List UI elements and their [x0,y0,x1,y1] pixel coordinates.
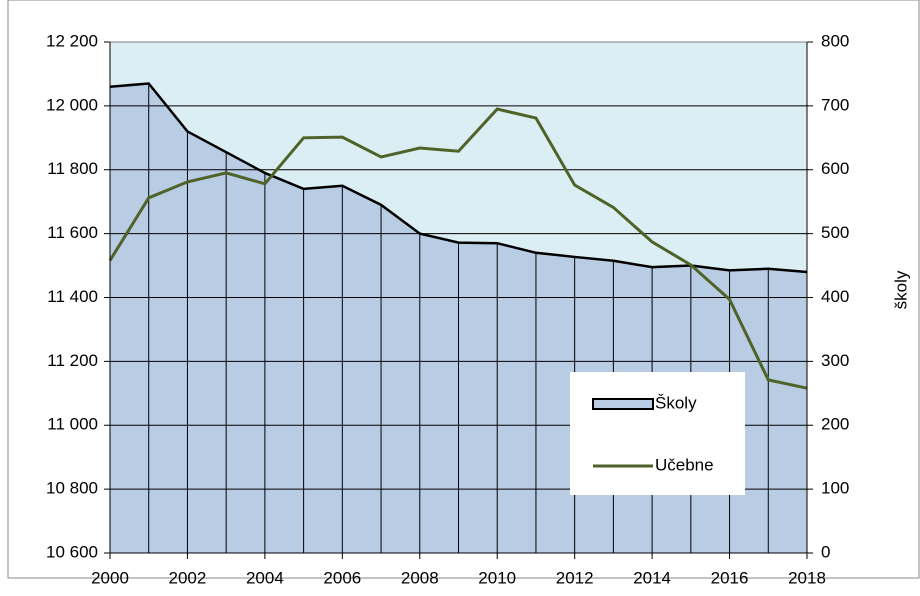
x-tick-label: 2006 [323,568,361,587]
x-tick-label: 2012 [556,568,594,587]
legend-box [570,372,745,495]
x-tick-label: 2002 [169,568,207,587]
line [108,107,808,390]
x-tick-label: 2014 [633,568,671,587]
y2-tick-label: 300 [821,351,849,370]
y-tick-label: 11 400 [47,287,98,306]
y-tick-label: 12 000 [46,95,98,114]
y2-tick-label: 700 [821,95,849,114]
x-tick-label: 2018 [788,568,826,587]
legend: Školy Učebne [570,372,745,495]
x-tick-label: 2000 [91,568,129,587]
x-tick-label: 2004 [246,568,284,587]
legend-label: Školy [655,393,697,412]
y2-tick-label: 500 [821,223,849,242]
y-tick-label: 12 200 [46,31,98,50]
legend-swatch [592,398,654,410]
y-tick-label: 11 600 [47,223,98,242]
y2-tick-label: 0 [821,542,830,561]
y-tick-label: 10 800 [46,479,98,498]
y-tick-label: 11 200 [47,351,98,370]
x-tick-label: 2008 [401,568,439,587]
x-tick-label: 2010 [478,568,516,587]
y2-tick-label: 400 [821,287,849,306]
y-tick-label: 11 000 [47,415,98,434]
y2-axis-label: školy [891,270,910,309]
y2-tick-label: 200 [821,415,849,434]
y2-tick-label: 800 [821,31,849,50]
y2-tick-label: 100 [821,479,849,498]
y-tick-label: 11 800 [47,159,98,178]
y2-tick-label: 600 [821,159,849,178]
x-tick-label: 2016 [711,568,749,587]
y-tick-label: 10 600 [46,542,98,561]
legend-label: Učebne [655,455,714,474]
